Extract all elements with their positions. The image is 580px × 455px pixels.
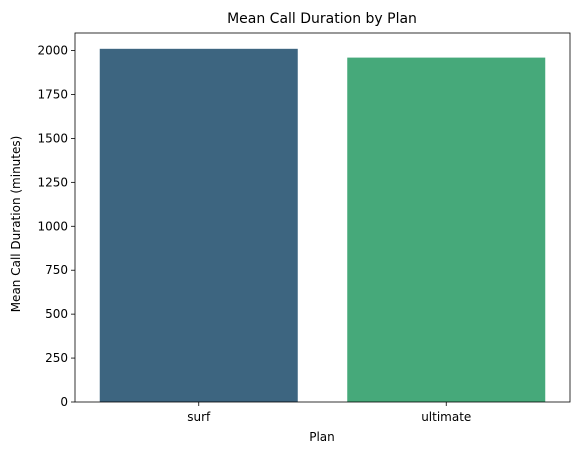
x-tick-label-surf: surf [187, 410, 211, 424]
y-axis: 0 250 500 750 1000 1250 1500 1750 2000 [37, 44, 75, 409]
y-tick-label: 1500 [37, 131, 68, 145]
chart-title: Mean Call Duration by Plan [227, 11, 417, 27]
y-tick-label: 250 [45, 351, 68, 365]
y-tick-label: 0 [60, 395, 68, 409]
y-axis-label: Mean Call Duration (minutes) [9, 136, 23, 313]
bar-surf [99, 48, 298, 403]
y-tick-label: 1750 [37, 88, 68, 102]
plot-area [74, 32, 571, 403]
y-tick-label: 500 [45, 307, 68, 321]
bar-ultimate [347, 57, 546, 402]
y-tick-label: 1000 [37, 219, 68, 233]
x-axis-label: Plan [309, 430, 335, 444]
x-tick-label-ultimate: ultimate [421, 410, 471, 424]
plot-frame [74, 32, 571, 403]
y-tick-label: 2000 [37, 44, 68, 58]
y-tick-label: 750 [45, 263, 68, 277]
y-tick-label: 1250 [37, 175, 68, 189]
x-axis: surf ultimate [187, 402, 471, 424]
